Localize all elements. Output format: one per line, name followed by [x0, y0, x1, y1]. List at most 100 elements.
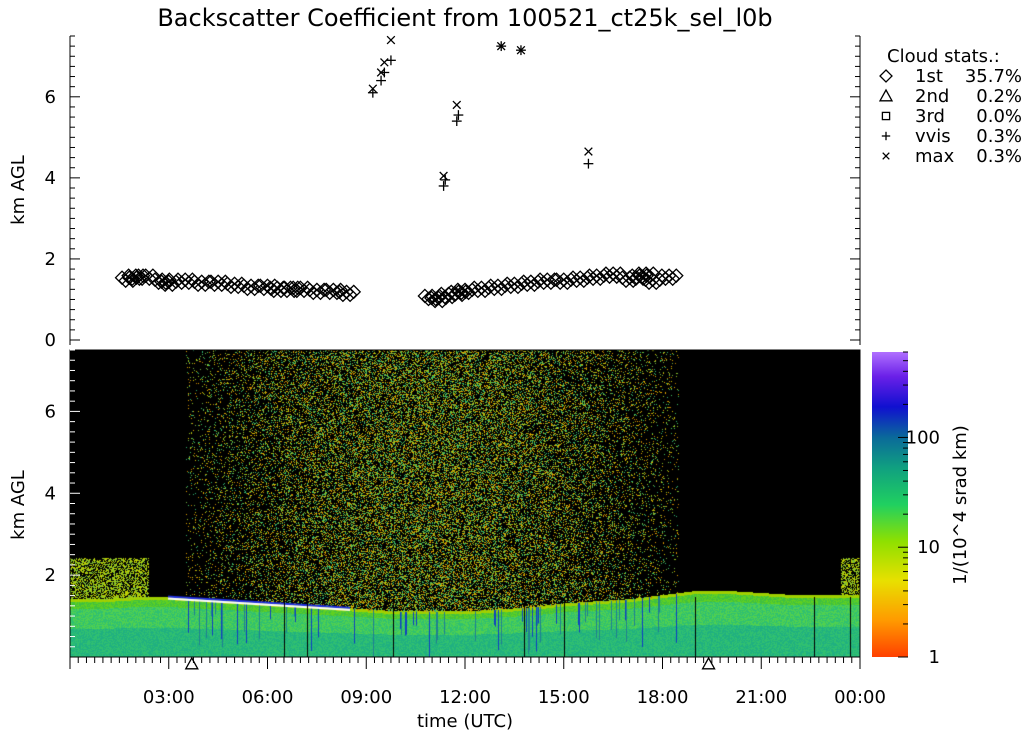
legend-label: 1st	[915, 66, 943, 87]
diamond-marker	[477, 283, 493, 299]
series-asterisk	[496, 41, 526, 56]
colorbar-tick-label: 10	[917, 537, 940, 558]
series-vvis	[367, 55, 594, 191]
diamond-marker	[214, 277, 230, 293]
legend-entry: max 0.3%	[882, 146, 1022, 167]
diamond-marker	[609, 269, 625, 285]
diamond-marker	[230, 279, 246, 295]
plus-marker	[386, 55, 396, 66]
cloud-stats-legend: Cloud stats.: 1st 35.7%2nd 0.2%3rd 0.0%vvis…	[878, 46, 1022, 167]
diamond-marker	[461, 285, 477, 301]
top-y-axis-label: km AGL	[8, 155, 29, 225]
bottom-x-ticks: 03:00 06:00 09:00 12:00 15:00 18:00 21:00 00:00	[69, 657, 886, 708]
diamond-marker	[527, 277, 542, 293]
legend-entry: 2nd 0.2%	[878, 86, 1022, 107]
cross-marker	[516, 45, 526, 55]
legend-pct: 0.3%	[976, 146, 1022, 167]
bottom-y-tick-label: 4	[45, 483, 56, 504]
bottom-y-tick-label: 2	[45, 565, 56, 586]
plus-marker	[881, 131, 891, 141]
cross-marker	[882, 152, 890, 160]
top-y-tick-label: 4	[45, 168, 56, 189]
colorbar-label: 1/(10^4 srad km)	[950, 425, 971, 585]
top-series-marks	[114, 35, 684, 309]
x-axis-label: time (UTC)	[417, 711, 513, 730]
legend-entry: vvis 0.3%	[881, 126, 1022, 147]
marker-triangles	[184, 656, 716, 670]
legend-label: vvis	[915, 126, 951, 147]
legend-pct: 0.0%	[976, 106, 1022, 127]
triangle-marker	[878, 88, 894, 102]
x-tick-label: 09:00	[340, 687, 392, 708]
x-tick-label: 12:00	[439, 687, 491, 708]
diamond-marker	[639, 268, 655, 284]
bottom-y-ticks: 2 4 6	[45, 349, 80, 648]
plus-marker	[440, 174, 451, 185]
cross-marker	[584, 147, 593, 156]
legend-entry: 1st 35.7%	[879, 66, 1022, 87]
legend-pct: 0.3%	[976, 126, 1022, 147]
cross-marker	[386, 35, 396, 45]
asterisk-marker	[516, 45, 526, 56]
top-y-tick-label: 2	[45, 249, 56, 270]
legend-pct: 0.2%	[976, 86, 1022, 107]
diamond-marker	[510, 279, 526, 295]
diamond-marker	[879, 69, 893, 83]
diamond-marker	[181, 275, 197, 291]
diamond-marker	[346, 284, 362, 300]
plus-marker	[453, 110, 464, 120]
triangle-marker	[701, 656, 716, 670]
cross-marker	[368, 84, 378, 94]
heatmap-canvas-wrap	[70, 350, 860, 657]
plus-marker	[583, 158, 594, 169]
top-y-tick-label: 6	[45, 87, 56, 108]
x-tick-label: 03:00	[143, 687, 195, 708]
bottom-y-axis-label: km AGL	[8, 470, 29, 540]
bottom-y-tick-label: 6	[45, 401, 56, 422]
legend-entry: 3rd 0.0%	[881, 106, 1022, 127]
legend-label: 3rd	[915, 106, 945, 127]
legend-pct: 35.7%	[965, 66, 1022, 87]
colorbar-tick-label: 1	[929, 647, 940, 668]
diamond-marker	[125, 273, 141, 289]
chart-title: Backscatter Coefficient from 100521_ct25…	[157, 4, 772, 32]
x-tick-label: 18:00	[637, 687, 689, 708]
top-y-ticks: 0 2 4 6	[45, 35, 860, 351]
top-y-tick-label: 0	[45, 330, 56, 351]
x-tick-label: 06:00	[242, 687, 294, 708]
x-tick-label: 00:00	[834, 687, 886, 708]
series-1st	[114, 266, 684, 309]
triangle-marker	[184, 656, 199, 670]
diamond-marker	[454, 287, 470, 303]
colorbar: 1 10 100 1/(10^4 srad km)	[872, 351, 971, 668]
cross-marker	[496, 41, 506, 51]
diamond-marker	[665, 271, 681, 287]
colorbar-gradient	[872, 352, 908, 657]
backscatter-heatmap-panel: 246 03:00 06:00 09:00 12:00 15:00 18:00 21:00 0…	[8, 349, 886, 730]
plus-marker	[376, 75, 386, 86]
x-tick-label: 15:00	[538, 687, 590, 708]
series-max	[368, 35, 593, 181]
cross-marker	[452, 100, 462, 110]
plus-marker	[438, 181, 449, 191]
diamond-marker	[592, 271, 608, 287]
diamond-marker	[635, 271, 651, 287]
diamond-marker	[494, 281, 509, 297]
asterisk-marker	[496, 41, 507, 52]
legend-label: max	[915, 146, 955, 167]
diamond-marker	[296, 283, 312, 299]
cross-marker	[439, 171, 448, 181]
diamond-marker	[141, 271, 157, 287]
legend-title: Cloud stats.:	[887, 46, 1000, 67]
plus-marker	[451, 116, 462, 127]
heatmap-canvas	[70, 350, 860, 657]
cross-marker	[380, 58, 389, 67]
diamond-marker	[164, 277, 180, 293]
colorbar-tick-label: 100	[906, 427, 940, 448]
diamond-marker	[668, 268, 684, 284]
x-tick-label: 21:00	[735, 687, 787, 708]
diamond-marker	[559, 275, 575, 291]
diamond-marker	[342, 287, 358, 303]
legend-label: 2nd	[915, 86, 949, 107]
